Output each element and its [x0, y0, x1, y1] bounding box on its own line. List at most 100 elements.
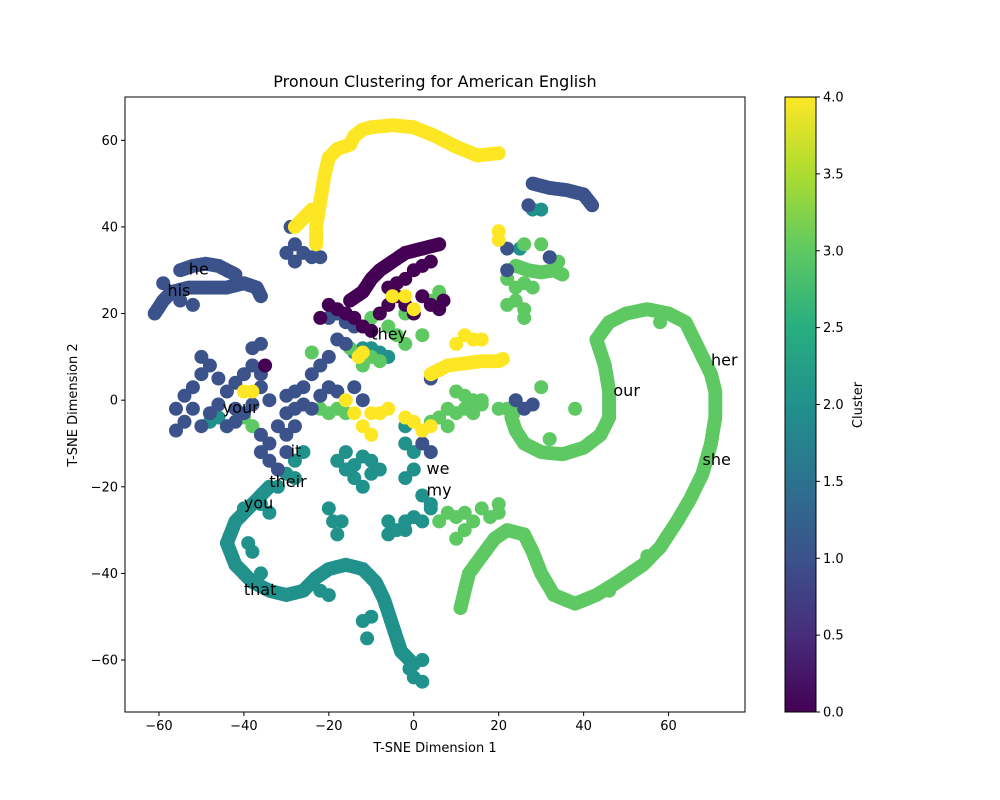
series-cluster-3	[453, 349, 723, 616]
plot-area: he his they her our your it she we their my you that	[147, 118, 738, 689]
annotation-label: he	[189, 260, 209, 279]
data-point	[262, 393, 277, 408]
data-point	[534, 202, 549, 217]
data-point	[398, 523, 413, 538]
data-point	[262, 453, 277, 468]
data-point	[338, 336, 353, 351]
annotation-label: we	[427, 459, 450, 478]
data-point	[415, 653, 430, 667]
data-point	[440, 401, 455, 416]
data-point	[219, 384, 234, 399]
y-tick-label: 40	[101, 220, 118, 235]
data-point	[474, 501, 489, 516]
data-point	[415, 328, 430, 343]
data-point	[330, 527, 345, 542]
data-point	[500, 263, 515, 278]
data-point	[262, 436, 277, 451]
data-point	[355, 419, 370, 434]
data-point	[236, 566, 251, 581]
colorbar-ticks: 0.0 0.5 1.0 1.5 2.0 2.5 3.0 3.5 4.0	[816, 91, 844, 721]
data-point	[287, 237, 302, 252]
data-point	[398, 471, 413, 486]
data-point	[457, 523, 472, 538]
y-axis-title: T-SNE Dimension 2	[66, 343, 81, 467]
data-point	[368, 267, 383, 282]
data-point	[355, 393, 370, 408]
data-point	[423, 419, 438, 434]
data-point	[347, 458, 362, 473]
y-tick-label: −40	[91, 567, 118, 582]
y-tick-label: −60	[91, 654, 118, 669]
data-point	[313, 310, 328, 325]
data-point	[423, 254, 438, 269]
colorbar-tick-label: 2.0	[823, 398, 844, 413]
data-point	[211, 371, 226, 386]
plot-frame	[124, 96, 746, 713]
data-point	[279, 427, 294, 442]
word-annotations: he his they her our your it she we their my you that	[168, 260, 738, 599]
x-tick-label: 60	[660, 719, 677, 734]
annotation-label: that	[244, 580, 277, 599]
data-point	[194, 349, 209, 364]
annotation-label: my	[427, 481, 452, 500]
data-point	[245, 419, 260, 434]
data-point	[236, 384, 251, 399]
data-point	[169, 401, 183, 416]
series-cluster-0	[343, 237, 447, 308]
data-point	[202, 406, 217, 421]
colorbar-tick-label: 1.0	[823, 552, 844, 567]
data-point	[449, 531, 464, 546]
data-point	[258, 358, 273, 373]
data-point	[432, 514, 447, 529]
data-point	[402, 661, 417, 676]
data-point	[245, 397, 260, 412]
data-point	[253, 336, 268, 351]
data-point	[415, 436, 430, 451]
data-point	[466, 406, 481, 421]
x-tick-label: 0	[410, 719, 418, 734]
series-cluster-4	[309, 118, 506, 252]
series-cluster-4	[236, 224, 506, 442]
data-point	[253, 427, 268, 442]
annotation-label: his	[168, 281, 191, 300]
data-point	[347, 310, 362, 325]
series-cluster-3	[508, 258, 570, 282]
data-point	[398, 289, 413, 304]
data-point	[398, 336, 413, 351]
data-point	[347, 406, 362, 421]
data-point	[304, 345, 319, 360]
data-point	[432, 237, 447, 252]
data-point	[355, 449, 370, 464]
data-point	[279, 245, 294, 260]
data-point	[585, 198, 600, 213]
data-point	[228, 267, 243, 282]
data-point	[381, 527, 396, 542]
data-point	[508, 393, 523, 408]
data-point	[500, 241, 515, 256]
y-tick-label: 20	[101, 307, 118, 322]
data-point	[466, 514, 481, 529]
data-point	[423, 501, 438, 516]
data-point	[236, 501, 251, 516]
data-point	[364, 609, 379, 624]
data-point	[173, 293, 188, 308]
data-point	[355, 345, 370, 360]
data-point	[474, 332, 489, 347]
data-point	[491, 232, 506, 247]
x-tick-label: −60	[145, 719, 172, 734]
annotation-label: you	[244, 493, 273, 512]
data-point	[313, 388, 328, 403]
series-cluster-3	[236, 237, 668, 598]
data-point	[321, 501, 336, 516]
data-point	[279, 445, 294, 460]
data-point	[185, 297, 200, 312]
data-point	[542, 250, 557, 265]
data-point	[338, 445, 353, 460]
data-point	[156, 276, 171, 291]
data-point	[364, 323, 379, 338]
data-point	[568, 401, 583, 416]
y-tick-label: 0	[110, 394, 118, 409]
data-point	[262, 505, 277, 520]
x-tick-label: 40	[575, 719, 592, 734]
